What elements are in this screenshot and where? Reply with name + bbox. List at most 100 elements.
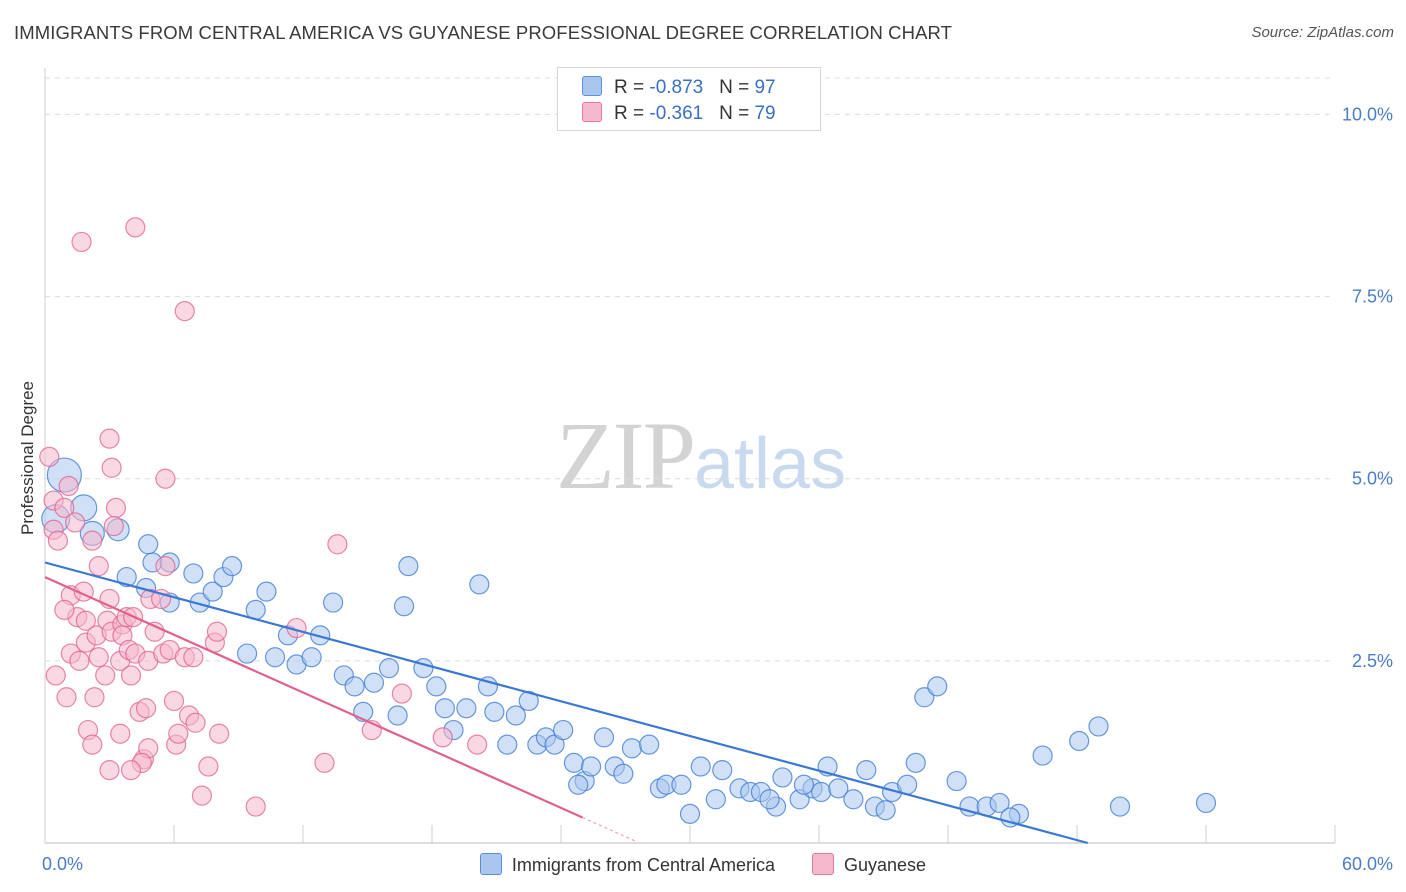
legend-n-value: 79 — [754, 103, 776, 124]
point-central-america — [613, 763, 634, 784]
point-central-america — [256, 581, 277, 602]
point-guyanese — [105, 497, 127, 518]
legend-r-label: R = — [614, 103, 650, 124]
point-central-america — [621, 738, 643, 759]
point-central-america — [497, 734, 518, 755]
point-central-america — [553, 719, 574, 741]
point-central-america — [1032, 745, 1053, 766]
point-central-america — [363, 672, 385, 693]
point-central-america — [484, 701, 505, 722]
point-central-america — [183, 563, 204, 584]
point-guyanese — [198, 756, 219, 777]
point-guyanese — [209, 723, 230, 744]
point-guyanese — [69, 650, 90, 671]
point-central-america — [856, 760, 877, 781]
point-guyanese — [245, 796, 266, 817]
point-guyanese — [84, 687, 105, 708]
point-central-america — [237, 643, 258, 664]
point-guyanese — [95, 665, 116, 686]
point-guyanese — [391, 683, 412, 704]
point-central-america — [344, 676, 365, 697]
point-central-america — [580, 756, 602, 777]
point-guyanese — [314, 752, 335, 773]
trend-line-central-america — [44, 561, 1089, 845]
legend-n-label: N = — [719, 77, 755, 98]
point-guyanese — [206, 621, 228, 642]
legend-swatch-central-america — [582, 76, 602, 96]
legend-swatch-guyanese — [582, 102, 602, 122]
point-guyanese — [183, 647, 204, 668]
legend-r-value: -0.873 — [649, 77, 704, 98]
point-central-america — [116, 566, 137, 588]
point-guyanese — [71, 231, 92, 253]
point-guyanese — [155, 468, 176, 489]
point-central-america — [690, 756, 711, 777]
series-label: Immigrants from Central America — [511, 855, 775, 875]
point-central-america — [593, 727, 615, 748]
point-guyanese — [99, 760, 120, 781]
point-central-america — [1069, 730, 1090, 752]
point-central-america — [378, 658, 400, 679]
point-central-america — [671, 774, 692, 795]
point-guyanese — [54, 497, 75, 518]
point-guyanese — [125, 217, 146, 238]
y-tick-label: 2.5% — [1352, 651, 1393, 671]
series-legend-guyanese: Guyanese — [812, 853, 926, 876]
point-central-america — [426, 676, 447, 697]
point-guyanese — [110, 723, 131, 744]
point-guyanese — [191, 785, 213, 806]
point-guyanese — [327, 534, 348, 555]
point-guyanese — [64, 512, 86, 533]
point-guyanese — [88, 556, 109, 577]
series-legend: Immigrants from Central America Guyanese — [0, 853, 1406, 876]
point-central-america — [568, 774, 589, 795]
legend-r-value: -0.361 — [649, 103, 704, 124]
point-guyanese — [120, 760, 142, 781]
point-central-america — [712, 760, 733, 781]
series-label: Guyanese — [844, 855, 927, 875]
point-central-america — [518, 690, 539, 712]
point-guyanese — [47, 530, 69, 551]
point-central-america — [434, 698, 455, 719]
point-central-america — [393, 596, 415, 617]
point-guyanese — [82, 734, 103, 755]
series-legend-central-america: Immigrants from Central America — [479, 853, 775, 876]
point-central-america — [563, 752, 585, 773]
chart-title: IMMIGRANTS FROM CENTRAL AMERICA VS GUYAN… — [14, 22, 953, 43]
point-central-america — [843, 789, 864, 810]
point-guyanese — [168, 723, 189, 744]
point-central-america — [759, 789, 780, 810]
point-guyanese — [82, 530, 103, 551]
point-central-america — [811, 781, 832, 803]
point-central-america — [1195, 792, 1217, 814]
trend-extension-guyanese — [582, 816, 637, 843]
trend-line-guyanese — [44, 576, 583, 819]
point-guyanese — [174, 301, 195, 322]
watermark-atlas: atlas — [694, 424, 847, 504]
point-guyanese — [88, 647, 109, 668]
point-central-america — [1088, 716, 1109, 737]
x-tick-label: 0.0% — [42, 854, 83, 874]
point-guyanese — [39, 446, 60, 467]
source-label: Source: ZipAtlas.com — [1251, 24, 1394, 41]
legend-row-central-america: R = -0.873 N = 97 — [582, 76, 776, 99]
point-guyanese — [432, 727, 453, 748]
watermark: ZIPatlas — [556, 400, 846, 511]
point-central-america — [1000, 807, 1021, 828]
point-central-america — [264, 647, 286, 668]
correlation-legend: R = -0.873 N = 97 R = -0.361 N = 79 — [557, 67, 821, 131]
point-central-america — [772, 767, 793, 788]
point-guyanese — [75, 610, 96, 631]
point-central-america — [914, 687, 935, 708]
point-central-america — [679, 803, 701, 824]
point-guyanese — [101, 457, 122, 478]
legend-n-label: N = — [719, 103, 755, 124]
legend-n-value: 97 — [754, 77, 776, 98]
point-central-america — [989, 792, 1010, 814]
point-guyanese — [103, 515, 124, 537]
point-central-america — [398, 556, 419, 577]
point-guyanese — [163, 690, 185, 712]
point-central-america — [469, 574, 490, 595]
point-central-america — [456, 698, 477, 719]
